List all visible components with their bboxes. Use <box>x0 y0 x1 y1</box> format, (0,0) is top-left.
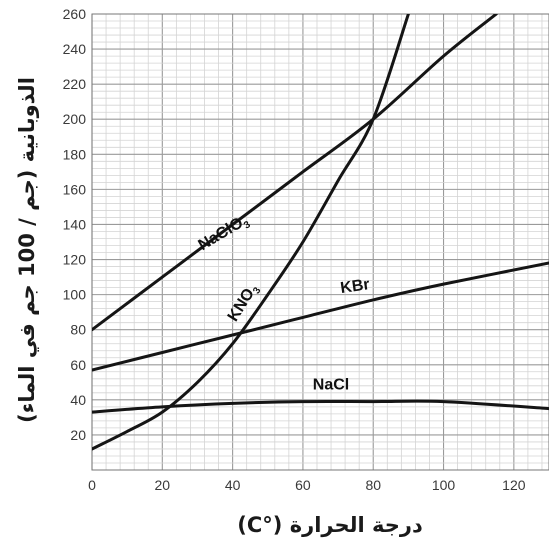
series-line-nacl <box>92 399 549 414</box>
series-line-kno <box>92 14 410 451</box>
y-tick-label: 240 <box>63 41 87 57</box>
y-tick-label: 120 <box>63 252 87 268</box>
x-tick-label: 120 <box>502 477 526 493</box>
series-line-kbr <box>92 261 549 372</box>
y-tick-label: 40 <box>70 392 86 408</box>
plot-grid <box>91 13 549 471</box>
y-tick-label: 100 <box>63 287 87 303</box>
x-tick-label: 40 <box>225 477 241 493</box>
y-tick-label: 180 <box>63 146 87 162</box>
x-tick-label: 20 <box>155 477 171 493</box>
tick-labels: 0 20 40 60 80 100 120 20 40 60 80 100 120 140 160 180 20… <box>63 6 526 493</box>
series-lines <box>92 14 549 451</box>
x-tick-label: 80 <box>365 477 381 493</box>
x-tick-label: 100 <box>432 477 456 493</box>
x-tick-label: 60 <box>295 477 311 493</box>
series-label-kbr: KBr <box>339 276 370 297</box>
y-tick-label: 220 <box>63 76 87 92</box>
series-line-naclo <box>92 14 498 332</box>
y-tick-label: 20 <box>70 427 86 443</box>
x-axis-title: درجة الحرارة (°C) <box>237 513 423 537</box>
y-tick-label: 80 <box>70 322 86 338</box>
series-label-nacl: NaCl <box>313 376 349 393</box>
y-tick-label: 60 <box>70 357 86 373</box>
y-tick-label: 260 <box>63 6 87 22</box>
y-tick-label: 200 <box>63 111 87 127</box>
y-tick-label: 140 <box>63 216 87 232</box>
plot-frame <box>91 13 549 471</box>
y-axis-title: الذوبانية (جم / 100 جم في الماء) <box>15 77 39 423</box>
y-tick-label: 160 <box>63 181 87 197</box>
x-tick-label: 0 <box>88 477 96 493</box>
